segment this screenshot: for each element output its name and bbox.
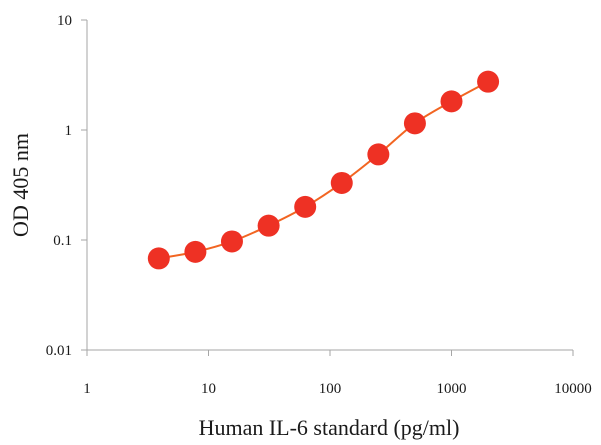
- data-point: [403, 112, 426, 135]
- y-tick-label: 0.1: [53, 233, 72, 249]
- x-tick-label: 10000: [554, 381, 592, 397]
- data-point: [184, 240, 207, 263]
- x-tick-label: 100: [319, 381, 342, 397]
- data-point: [367, 143, 390, 166]
- data-point: [147, 247, 170, 270]
- axes: 0.01 0.1 1 10 1 10 100 1000 10000: [46, 13, 592, 397]
- data-point: [294, 195, 317, 218]
- x-tick-label: 1000: [437, 381, 467, 397]
- y-tick-label: 10: [57, 13, 72, 29]
- x-tick-label: 1: [83, 381, 91, 397]
- y-tick-label: 0.01: [46, 343, 72, 359]
- y-axis-title: OD 405 nm: [8, 133, 33, 237]
- data-point: [440, 90, 463, 113]
- fit-curve-layer: [158, 80, 489, 260]
- data-point: [477, 70, 500, 93]
- x-axis-title: Human IL-6 standard (pg/ml): [199, 415, 460, 440]
- data-point: [220, 230, 243, 253]
- fit-curve: [158, 80, 489, 260]
- y-tick-label: 1: [65, 123, 73, 139]
- data-point: [330, 171, 353, 194]
- data-points-layer: [147, 70, 500, 270]
- x-tick-label: 10: [201, 381, 216, 397]
- data-point: [257, 214, 280, 237]
